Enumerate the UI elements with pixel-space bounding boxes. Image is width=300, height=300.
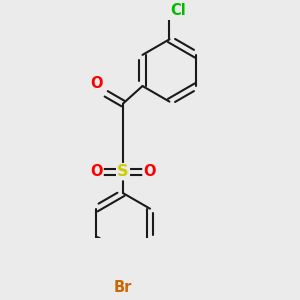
Text: O: O (90, 76, 102, 91)
Text: Cl: Cl (170, 3, 186, 18)
Text: Br: Br (114, 280, 132, 295)
Text: O: O (91, 164, 103, 179)
Text: O: O (143, 164, 156, 179)
Text: S: S (117, 164, 129, 179)
